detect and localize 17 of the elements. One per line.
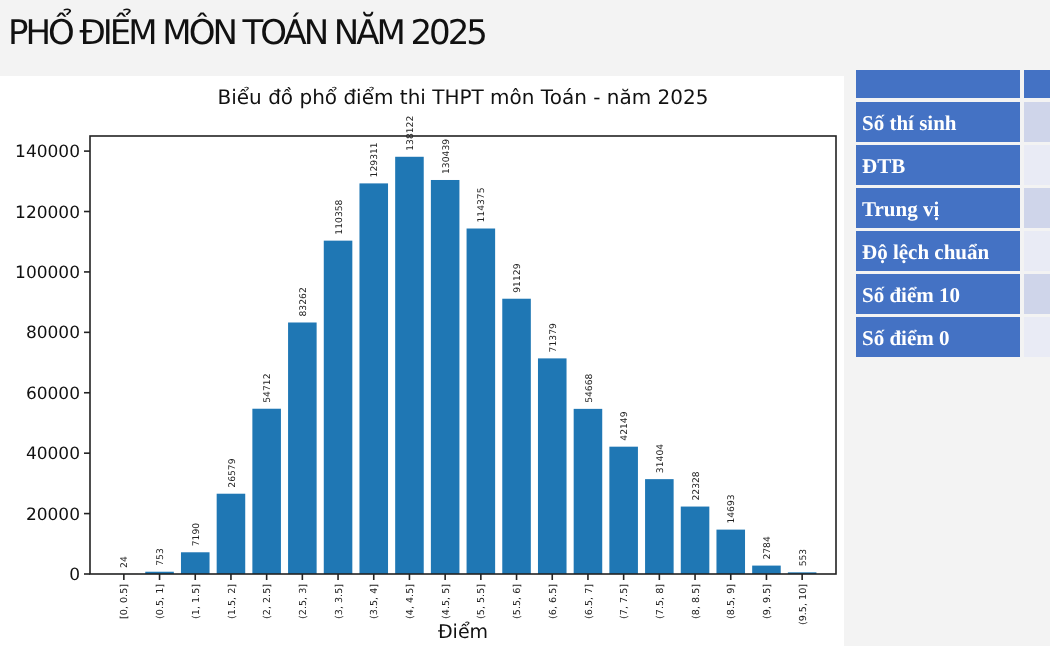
y-tick-label: 40000	[25, 445, 80, 466]
y-tick-label: 80000	[25, 324, 80, 345]
x-axis-title: Điểm	[437, 620, 489, 644]
text: Trung vị	[862, 200, 940, 222]
y-tick-label: 20000	[25, 505, 80, 526]
text: ĐTB	[862, 157, 906, 179]
text: Độ lệch chuẩn	[862, 243, 990, 265]
text: PHỔ ĐIỂM MÔN TOÁN NĂM 2025	[8, 8, 488, 54]
y-tick-label: 100000	[15, 263, 80, 284]
text: Số thí sinh	[862, 114, 957, 136]
y-tick-label: 0	[69, 566, 80, 586]
y-tick-label: 140000	[15, 143, 80, 164]
chart-title: Biểu đồ phổ điểm thi THPT môn Toán - năm 2025	[217, 86, 709, 110]
y-tick-label: 60000	[25, 384, 80, 405]
text: Số điểm 10	[862, 286, 961, 308]
y-tick-label: 120000	[15, 203, 80, 224]
text: Số điểm 0	[862, 329, 950, 351]
